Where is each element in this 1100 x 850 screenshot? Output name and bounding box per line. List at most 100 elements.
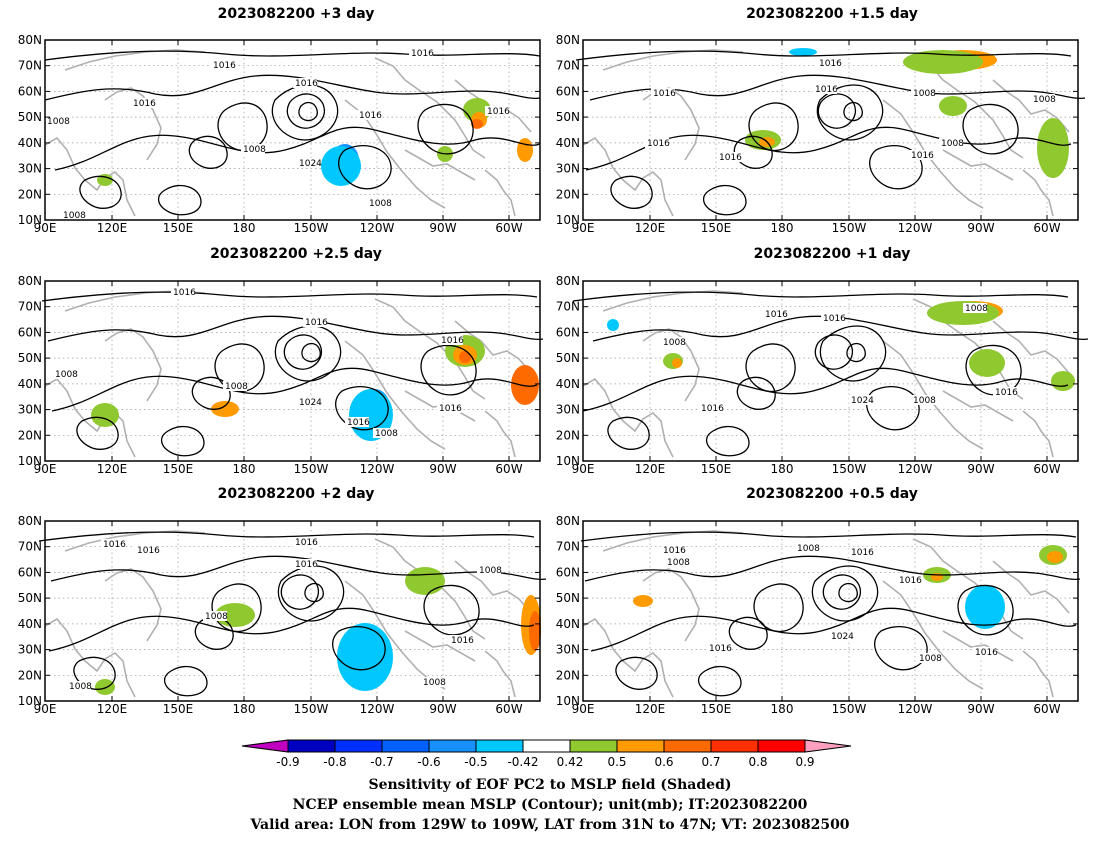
lat-tick-label: 50N	[18, 110, 42, 124]
isobar	[417, 103, 474, 155]
colorbar-segment	[616, 739, 665, 753]
coastline	[104, 568, 162, 642]
colorbar: -0.9 -0.8 -0.7 -0.6 -0.5 -0.42 0.42 0.5 0.6 0.7 0.…	[241, 739, 852, 769]
lon-tick-label: 150E	[701, 462, 732, 476]
colorbar-segment	[334, 739, 383, 753]
panel-title: 2023082200 +0.5 day	[746, 486, 918, 502]
lon-tick-label: 120E	[97, 221, 128, 235]
coastline	[104, 328, 162, 402]
coastline	[344, 340, 446, 450]
coastline	[882, 580, 984, 690]
isobar-label: 1008	[53, 369, 78, 380]
sensitivity-shading	[91, 335, 539, 441]
isobar	[38, 531, 535, 542]
map-background	[45, 521, 540, 701]
colorbar-label: 0.6	[654, 755, 673, 769]
panel-title: 2023082200 +2 day	[217, 486, 375, 502]
lon-tick-label: 150W	[294, 702, 329, 716]
isobar	[706, 426, 750, 457]
sensitivity-patch	[517, 138, 533, 162]
lon-tick-label: 150W	[294, 221, 329, 235]
map-background	[583, 281, 1078, 461]
isobar	[161, 426, 205, 457]
lat-tick-label: 60N	[556, 565, 580, 579]
coastline	[404, 149, 476, 181]
lat-tick-label: 40N	[556, 136, 580, 150]
isobar	[745, 343, 796, 393]
isobar-label: 1024	[849, 395, 874, 406]
lat-tick-label: 10N	[556, 454, 580, 468]
lat-tick-label: 80N	[18, 274, 42, 288]
sensitivity-patch	[529, 611, 541, 651]
isobar-label: 1008	[917, 653, 942, 664]
isobar	[280, 574, 320, 610]
sensitivity-shading	[745, 48, 1069, 178]
isobar	[585, 126, 1072, 171]
isobar-label-text: 1016	[899, 576, 922, 586]
isobar-label: 1016	[293, 78, 318, 89]
isobar-label-text: 1024	[831, 632, 854, 642]
isobar	[816, 84, 884, 141]
isobar	[957, 584, 1014, 636]
isobar-label: 1008	[963, 303, 988, 314]
isobar	[420, 344, 477, 396]
colorbar-label: -0.7	[370, 755, 393, 769]
coastline	[582, 136, 674, 217]
lon-tick-label: 120E	[635, 221, 666, 235]
isobar-label-text: 1008	[205, 612, 228, 622]
lon-tick-label: 120W	[360, 221, 395, 235]
colorbar-label: -0.9	[276, 755, 299, 769]
lat-tick-label: 20N	[556, 668, 580, 682]
coastline	[484, 169, 516, 217]
lon-tick-label: 90W	[967, 702, 994, 716]
lat-tick-label: 70N	[18, 540, 42, 554]
isobar	[335, 386, 389, 431]
isobar	[580, 531, 1077, 542]
colorbar-label: 0.9	[795, 755, 814, 769]
isobar-label: 1008	[795, 543, 820, 554]
isobar-label-text: 1016	[911, 151, 934, 161]
lon-tick-label: 60W	[495, 702, 522, 716]
map-background	[583, 40, 1078, 220]
lat-tick-label: 60N	[18, 565, 42, 579]
isobar-label-text: 1016	[305, 318, 328, 328]
colorbar-segment	[710, 739, 759, 753]
lat-tick-label: 70N	[556, 540, 580, 554]
isobar-label-text: 1008	[375, 429, 398, 439]
isobar-label: 1008	[421, 677, 446, 688]
isobar	[41, 291, 538, 302]
isobar	[822, 574, 862, 610]
lat-tick-label: 60N	[18, 325, 42, 339]
colorbar-segment	[522, 739, 571, 753]
isobar-label: 1008	[911, 88, 936, 99]
isobar-label: 1008	[1031, 94, 1056, 105]
isobar	[962, 103, 1019, 155]
map-frame	[44, 280, 541, 462]
lat-tick-label: 50N	[556, 110, 580, 124]
coastline	[912, 538, 1024, 640]
lat-tick-label: 40N	[18, 377, 42, 391]
lon-tick-label: 60W	[1033, 462, 1060, 476]
lon-tick-label: 150E	[163, 462, 194, 476]
isobar-label: 1008	[203, 611, 228, 622]
isobar-label: 1016	[973, 647, 998, 658]
mslp-contours	[580, 531, 1081, 697]
lat-tick-label: 10N	[18, 213, 42, 227]
lat-tick-label: 80N	[556, 514, 580, 528]
mslp-contours	[44, 50, 541, 216]
lat-tick-label: 50N	[18, 351, 42, 365]
map-background	[45, 281, 540, 461]
coastline	[1022, 169, 1054, 217]
lat-tick-label: 10N	[556, 694, 580, 708]
lon-tick-label: 90E	[572, 221, 595, 235]
isobar-label: 1016	[817, 58, 842, 69]
sensitivity-patch	[969, 349, 1005, 377]
isobar	[301, 342, 321, 363]
isobar-label: 1016	[211, 60, 236, 71]
isobar-label: 1016	[171, 287, 196, 298]
isobar-label-text: 1016	[173, 288, 196, 298]
isobar	[748, 102, 799, 152]
